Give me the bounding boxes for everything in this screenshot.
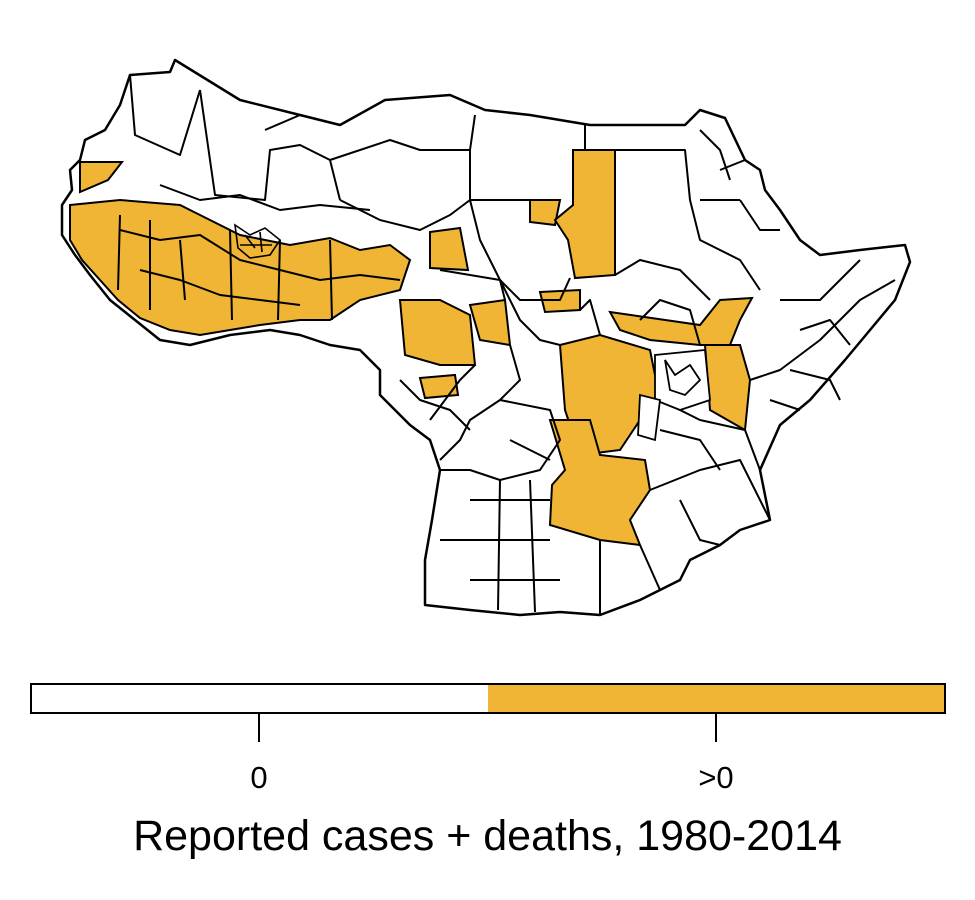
district-sudan-band bbox=[608, 296, 754, 346]
legend-swatch-positive bbox=[488, 685, 944, 712]
dense-districts bbox=[637, 349, 711, 442]
legend-tick-zero bbox=[258, 714, 260, 742]
dense-districts-west bbox=[233, 223, 282, 259]
district-west-coast-belt bbox=[69, 198, 412, 337]
africa-district-map bbox=[60, 58, 912, 617]
legend-tick-positive bbox=[715, 714, 717, 742]
district-senegal-north bbox=[79, 161, 125, 194]
legend-color-bar bbox=[30, 683, 946, 714]
positive-districts bbox=[69, 149, 754, 547]
district-chad-band bbox=[553, 149, 616, 280]
legend-label-zero: 0 bbox=[250, 760, 268, 795]
district-gabon bbox=[418, 373, 460, 400]
district-borders bbox=[117, 74, 896, 615]
legend-swatch-zero bbox=[32, 685, 488, 712]
district-drc-south bbox=[548, 419, 652, 547]
district-niger-east bbox=[529, 199, 562, 227]
legend-title: Reported cases + deaths, 1980-2014 bbox=[133, 812, 842, 860]
district-nigeria-north bbox=[429, 226, 470, 272]
legend-label-positive: >0 bbox=[698, 760, 734, 795]
